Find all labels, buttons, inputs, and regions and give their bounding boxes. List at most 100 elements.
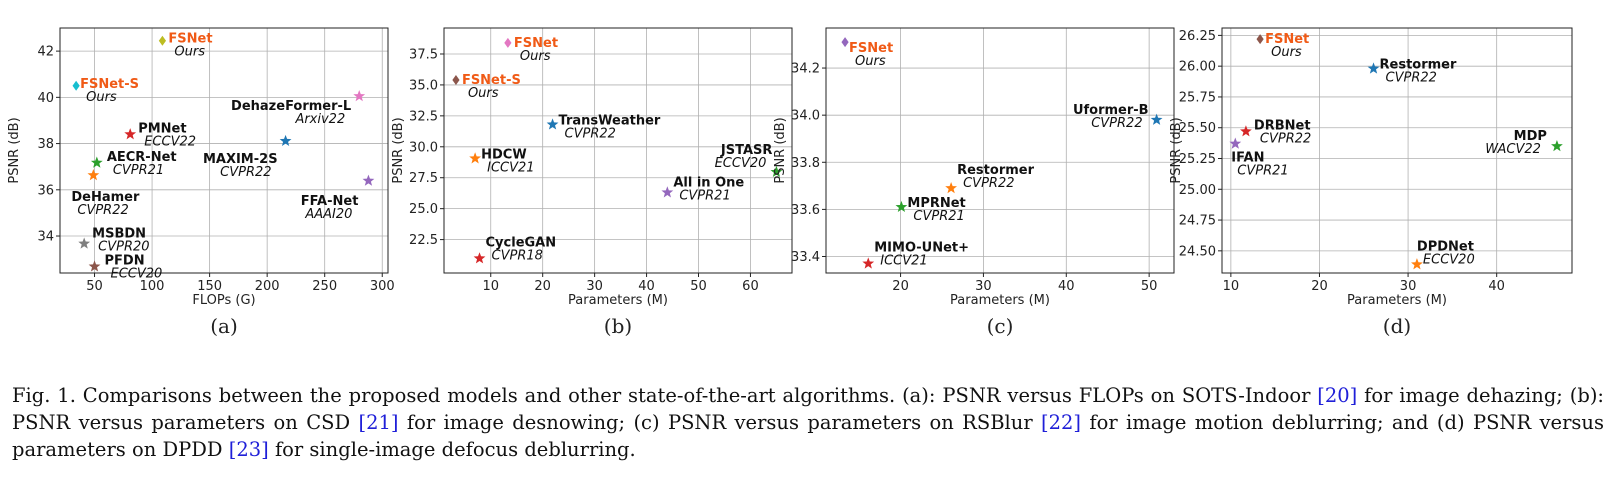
- caption-reference[interactable]: [23]: [228, 438, 269, 461]
- point-venue-label: CVPR21: [913, 209, 964, 224]
- point-venue-label: ECCV20: [1423, 252, 1475, 267]
- star-marker: [1551, 139, 1563, 152]
- x-tick-label: 40: [638, 279, 655, 294]
- star-marker: [88, 260, 101, 272]
- point-venue-label: Ours: [468, 86, 499, 101]
- point-venue-label: ICCV21: [880, 254, 927, 269]
- subfigure-label: (a): [210, 314, 238, 338]
- subfigure-label: (c): [987, 314, 1014, 338]
- point-venue-label: CVPR22: [963, 176, 1014, 191]
- grid: [444, 28, 792, 273]
- point-name-label: FSNet-S: [80, 77, 139, 92]
- point-name-label: DeHamer: [71, 190, 140, 205]
- x-tick-label: 10: [1223, 279, 1240, 294]
- plot-frame: [443, 27, 793, 274]
- point-venue-label: WACV22: [1485, 142, 1541, 157]
- subfigure-label: (d): [1383, 314, 1411, 338]
- point-name-label: All in One: [673, 175, 744, 190]
- y-tick-label: 38: [37, 137, 54, 152]
- y-tick-label: 25.25: [1179, 152, 1216, 167]
- point-venue-label: CVPR22: [77, 203, 128, 218]
- point-name-label: FSNet: [168, 32, 212, 47]
- y-tick-label: 24.75: [1179, 214, 1216, 229]
- y-tick-label: 34: [37, 230, 54, 245]
- point-name-label: MSBDN: [92, 227, 146, 242]
- x-tick-label: 100: [140, 279, 165, 294]
- x-tick-label: 20: [892, 279, 909, 294]
- point-name-label: PMNet: [138, 121, 186, 136]
- point-name-label: FSNet: [1265, 32, 1309, 47]
- point-name-label: FSNet: [849, 41, 893, 56]
- y-tick-label: 34.0: [791, 109, 820, 124]
- y-tick-label: 30.0: [409, 140, 438, 155]
- x-tick-label: 20: [1311, 279, 1328, 294]
- y-tick-label: 25.75: [1179, 90, 1216, 105]
- x-tick-label: 30: [975, 279, 992, 294]
- plot-frame: [59, 27, 389, 274]
- point-venue-label: ECCV20: [715, 156, 767, 171]
- x-axis-label: Parameters (M): [950, 293, 1050, 308]
- point-venue-label: Ours: [855, 54, 886, 69]
- star-marker: [895, 200, 908, 213]
- star-marker: [546, 118, 559, 130]
- y-tick-label: 42: [37, 45, 54, 60]
- point-venue-label: AAAI20: [304, 207, 352, 222]
- y-tick-label: 35.0: [409, 78, 438, 93]
- point-venue-label: CVPR21: [113, 163, 164, 178]
- point-venue-label: Ours: [1271, 45, 1302, 60]
- point-name-label: Uformer-B: [1073, 103, 1149, 118]
- point-name-label: Restormer: [957, 163, 1034, 178]
- caption-reference[interactable]: [20]: [1317, 384, 1358, 407]
- x-tick-label: 50: [1141, 279, 1158, 294]
- x-tick-label: 250: [312, 279, 337, 294]
- star-marker: [1150, 113, 1163, 125]
- grid: [60, 28, 388, 273]
- point-name-label: TransWeather: [559, 114, 661, 129]
- point-name-label: DehazeFormer-L: [231, 99, 351, 114]
- point-venue-label: Arxiv22: [294, 112, 345, 127]
- x-tick-label: 60: [742, 279, 759, 294]
- point-name-label: DPDNet: [1417, 239, 1474, 254]
- point-venue-label: CVPR22: [1260, 131, 1311, 146]
- x-axis-label: Parameters (M): [568, 293, 668, 308]
- star-marker: [353, 89, 366, 102]
- caption-text: for image motion deblurring; and (d) PSN…: [12, 411, 1604, 461]
- y-tick-label: 33.8: [791, 156, 820, 171]
- y-tick-label: 25.00: [1179, 183, 1216, 198]
- y-axis-label: PSNR (dB): [7, 117, 22, 183]
- x-tick-label: 30: [1400, 279, 1417, 294]
- y-axis-label: PSNR (dB): [391, 117, 406, 183]
- star-marker: [90, 156, 103, 168]
- point-venue-label: CVPR22: [1386, 71, 1437, 86]
- chart-panel-c: 20 30 40 50 33.4 33.6 33.8 34.0 34.2 Parameters (…: [773, 27, 1175, 338]
- star-marker: [362, 174, 375, 186]
- point-name-label: FSNet: [514, 36, 558, 51]
- star-marker: [770, 165, 783, 178]
- caption-reference[interactable]: [21]: [358, 411, 399, 434]
- point-name-label: JSTASR: [720, 143, 773, 158]
- star-marker: [1367, 62, 1380, 74]
- chart-panel-a: 50 100 150 200 250 300 34 36 38 40 42 FLOPs (G) PSNR…: [7, 27, 395, 338]
- star-marker: [1240, 125, 1252, 137]
- x-tick-label: 50: [690, 279, 707, 294]
- y-tick-label: 27.5: [409, 171, 438, 186]
- point-venue-label: Ours: [520, 49, 551, 64]
- grid: [1222, 28, 1572, 273]
- y-tick-label: 26.25: [1179, 29, 1216, 44]
- point-name-label: MDP: [1514, 129, 1547, 144]
- caption-reference[interactable]: [22]: [1041, 411, 1082, 434]
- caption-text: for image desnowing; (c) PSNR versus par…: [398, 411, 1041, 434]
- point-name-label: CycleGAN: [486, 235, 557, 250]
- diamond-marker: [452, 74, 460, 85]
